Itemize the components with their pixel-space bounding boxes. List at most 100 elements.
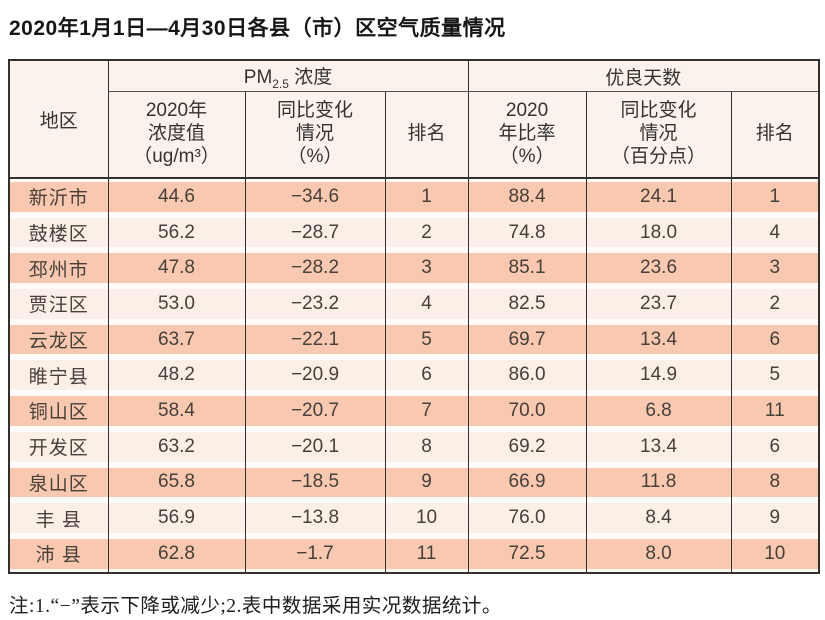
table-row: 云龙区 63.7 −22.1 5 69.7 13.4 6 xyxy=(8,321,820,358)
pm25-rank-cell: 4 xyxy=(384,286,469,322)
column-header-goodday-change: 同比变化 情况 （百分点） xyxy=(585,91,732,179)
pm25-change-cell: −20.9 xyxy=(244,357,386,394)
pm25-value-cell: 63.7 xyxy=(107,321,246,358)
pm25-value-cell: 53.0 xyxy=(107,286,246,322)
sub-header-row: 2020年 浓度值 （ug/m³） 同比变化 情况 （%） 排名 2020 年比… xyxy=(9,91,820,179)
column-group-pm25: PM2.5 浓度 xyxy=(107,60,469,92)
pm25-rank-cell: 2 xyxy=(384,214,469,251)
pm25-rank-cell: 10 xyxy=(384,500,469,536)
pm25-change-cell: −20.7 xyxy=(244,393,386,429)
table-header: 地区 PM2.5 浓度 优良天数 2020年 浓度值 （ug/m³） 同比变化 … xyxy=(8,60,820,179)
pm25-value-cell: 56.2 xyxy=(107,214,246,251)
good-rank-cell: 8 xyxy=(730,464,820,501)
table-row: 开发区 63.2 −20.1 8 69.2 13.4 6 xyxy=(8,428,820,465)
good-rate-cell: 70.0 xyxy=(467,393,587,429)
pm25-label-prefix: PM xyxy=(243,66,273,88)
good-change-cell: 14.9 xyxy=(585,357,732,394)
column-header-region: 地区 xyxy=(8,60,109,179)
good-rate-cell: 85.1 xyxy=(467,250,587,287)
region-cell: 丰 县 xyxy=(8,500,109,536)
good-rank-cell: 3 xyxy=(730,250,820,287)
region-cell: 邳州市 xyxy=(8,250,109,287)
pm25-rank-cell: 11 xyxy=(384,535,469,573)
region-cell: 开发区 xyxy=(8,428,109,465)
good-change-cell: 23.7 xyxy=(585,286,732,322)
group-header-row: 地区 PM2.5 浓度 优良天数 xyxy=(8,60,820,179)
table-row: 沛 县 62.8 −1.7 11 72.5 8.0 10 xyxy=(8,535,820,573)
table-row: 铜山区 58.4 −20.7 7 70.0 6.8 11 xyxy=(8,393,820,429)
pm25-value-cell: 47.8 xyxy=(107,250,246,287)
pm25-label-subscript: 2.5 xyxy=(272,76,289,91)
pm25-change-cell: −20.1 xyxy=(244,428,386,465)
pm25-rank-cell: 7 xyxy=(384,393,469,429)
table-body: 新沂市 44.6 −34.6 1 88.4 24.1 1 鼓楼区 56.2 −28.7 2 74.8 1… xyxy=(8,178,820,573)
good-change-cell: 24.1 xyxy=(585,178,732,215)
pm25-value-cell: 62.8 xyxy=(107,535,246,573)
table-row: 丰 县 56.9 −13.8 10 76.0 8.4 9 xyxy=(8,500,820,536)
good-rank-cell: 10 xyxy=(730,535,820,573)
good-rank-cell: 6 xyxy=(730,428,820,465)
good-rate-cell: 88.4 xyxy=(467,178,587,215)
good-rate-cell: 72.5 xyxy=(467,535,587,573)
column-header-goodday-rate: 2020 年比率 （%） xyxy=(467,91,587,179)
pm25-rank-cell: 5 xyxy=(384,321,469,358)
column-header-pm25-change: 同比变化 情况 （%） xyxy=(244,91,386,179)
good-change-cell: 6.8 xyxy=(585,393,732,429)
good-rate-cell: 82.5 xyxy=(467,286,587,322)
pm25-change-cell: −13.8 xyxy=(244,500,386,536)
good-rate-cell: 69.2 xyxy=(467,428,587,465)
good-change-cell: 8.0 xyxy=(585,535,732,573)
region-cell: 新沂市 xyxy=(8,178,109,215)
good-rank-cell: 9 xyxy=(730,500,820,536)
good-change-cell: 11.8 xyxy=(585,464,732,501)
column-header-pm25-value: 2020年 浓度值 （ug/m³） xyxy=(107,91,246,179)
pm25-rank-cell: 8 xyxy=(384,428,469,465)
good-rate-cell: 74.8 xyxy=(467,214,587,251)
pm25-value-cell: 56.9 xyxy=(107,500,246,536)
footnote: 注:1.“−”表示下降或减少;2.表中数据采用实况数据统计。 xyxy=(9,595,502,617)
pm25-change-cell: −34.6 xyxy=(244,178,386,215)
pm25-rank-cell: 9 xyxy=(384,464,469,501)
good-change-cell: 18.0 xyxy=(585,214,732,251)
good-rank-cell: 2 xyxy=(730,286,820,322)
good-rate-cell: 66.9 xyxy=(467,464,587,501)
good-rate-cell: 76.0 xyxy=(467,500,587,536)
good-rank-cell: 5 xyxy=(730,357,820,394)
pm25-change-cell: −18.5 xyxy=(244,464,386,501)
good-change-cell: 23.6 xyxy=(585,250,732,287)
pm25-value-cell: 58.4 xyxy=(107,393,246,429)
good-change-cell: 13.4 xyxy=(585,428,732,465)
pm25-change-cell: −28.7 xyxy=(244,214,386,251)
table-row: 泉山区 65.8 −18.5 9 66.9 11.8 8 xyxy=(8,464,820,501)
pm25-value-cell: 44.6 xyxy=(107,178,246,215)
good-rate-cell: 86.0 xyxy=(467,357,587,394)
pm25-label-suffix: 浓度 xyxy=(288,66,333,88)
region-cell: 沛 县 xyxy=(8,535,109,573)
column-header-goodday-rank: 排名 xyxy=(730,91,820,179)
pm25-rank-cell: 3 xyxy=(384,250,469,287)
region-cell: 铜山区 xyxy=(8,393,109,429)
good-change-cell: 13.4 xyxy=(585,321,732,358)
table-row: 鼓楼区 56.2 −28.7 2 74.8 18.0 4 xyxy=(8,214,820,251)
region-cell: 鼓楼区 xyxy=(8,214,109,251)
table-row: 邳州市 47.8 −28.2 3 85.1 23.6 3 xyxy=(8,250,820,287)
table-row: 新沂市 44.6 −34.6 1 88.4 24.1 1 xyxy=(8,178,820,215)
region-cell: 云龙区 xyxy=(8,321,109,358)
pm25-rank-cell: 6 xyxy=(384,357,469,394)
pm25-value-cell: 48.2 xyxy=(107,357,246,394)
pm25-value-cell: 65.8 xyxy=(107,464,246,501)
pm25-change-cell: −28.2 xyxy=(244,250,386,287)
good-rank-cell: 1 xyxy=(730,178,820,215)
air-quality-table: 地区 PM2.5 浓度 优良天数 2020年 浓度值 （ug/m³） 同比变化 … xyxy=(8,59,821,574)
pm25-change-cell: −22.1 xyxy=(244,321,386,358)
column-group-good-days: 优良天数 xyxy=(467,60,820,92)
table-row: 贾汪区 53.0 −23.2 4 82.5 23.7 2 xyxy=(8,286,820,322)
pm25-change-cell: −23.2 xyxy=(244,286,386,322)
pm25-change-cell: −1.7 xyxy=(244,535,386,573)
region-cell: 贾汪区 xyxy=(8,286,109,322)
good-rate-cell: 69.7 xyxy=(467,321,587,358)
region-cell: 睢宁县 xyxy=(8,357,109,394)
page-title: 2020年1月1日—4月30日各县（市）区空气质量情况 xyxy=(9,17,506,40)
good-rank-cell: 6 xyxy=(730,321,820,358)
